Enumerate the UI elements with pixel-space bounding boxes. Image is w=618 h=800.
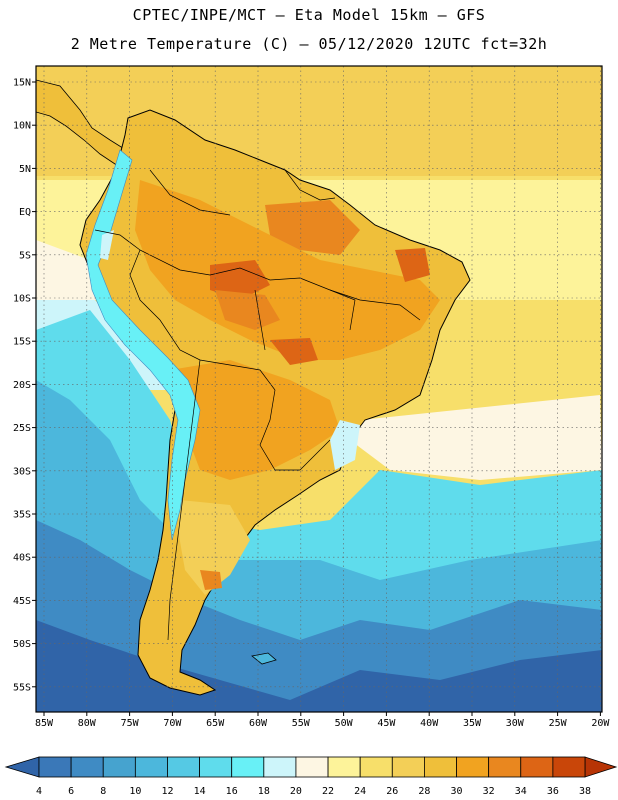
colorbar-tick-label: 14	[194, 786, 206, 797]
patagonia-mild-zone	[178, 500, 250, 595]
colorbar-tick-label: 12	[161, 786, 173, 797]
amazon-warm-zone	[135, 180, 440, 360]
colorbar-segment	[295, 756, 329, 778]
lon-label: 25W	[549, 718, 568, 729]
colorbar-tick-label: 28	[418, 786, 430, 797]
colorbar-low-arrow	[4, 756, 40, 778]
colorbar-segment	[102, 756, 136, 778]
lon-label: 60W	[249, 718, 268, 729]
colorbar-tick-label: 10	[129, 786, 141, 797]
colorbar-tick-label: 32	[483, 786, 495, 797]
latitude-labels: 15N 10N 5N EQ 5S 10S 15S 20S 25S 30S 35S 40S 45S 50S 5…	[13, 78, 36, 693]
lat-label: 20S	[13, 380, 31, 391]
colorbar-segment	[263, 756, 297, 778]
lon-label: 75W	[121, 718, 140, 729]
colorbar-tick-label: 6	[68, 786, 74, 797]
lon-label: 65W	[206, 718, 225, 729]
border-ecuador	[94, 229, 141, 251]
colorbar-tick-label: 18	[258, 786, 270, 797]
lat-label: 30S	[13, 466, 31, 477]
colorbar-segment	[552, 756, 586, 778]
border-guianas	[284, 169, 336, 201]
southern-brazil-cool-patch	[330, 420, 360, 470]
border-paraguay	[259, 389, 331, 471]
colorbar-segment	[327, 756, 361, 778]
lat-label: 25S	[13, 423, 31, 434]
lat-label: 5N	[19, 164, 31, 175]
colorbar-tick-label: 24	[354, 786, 366, 797]
lat-label: 35S	[13, 510, 31, 521]
longitude-labels: 85W 80W 75W 70W 65W 60W 55W 50W 45W 40W 35W 30W 25W 2…	[35, 712, 610, 729]
border-argentina-chile	[167, 359, 201, 641]
colorbar-segment	[167, 756, 200, 778]
lat-label: 45S	[13, 596, 31, 607]
lat-label: 55S	[13, 682, 31, 693]
lon-label: 20W	[591, 718, 610, 729]
lon-label: 30W	[506, 718, 525, 729]
lon-label: 50W	[335, 718, 354, 729]
lat-label: 50S	[13, 639, 31, 650]
map-title-line1: CPTEC/INPE/MCT – Eta Model 15km – GFS	[132, 6, 486, 24]
border-brazil-north	[139, 249, 356, 331]
colorbar-high-arrow	[584, 756, 618, 778]
colorbar-segment	[70, 756, 104, 778]
hotspot-north-brazil	[265, 200, 360, 255]
map-frame	[35, 65, 603, 713]
colorbar-tick-label: 34	[515, 786, 527, 797]
colorbar: 4 6 8 10 12 14 16 18 20 22 24 26 28 30 32 34 36 38	[4, 756, 618, 797]
map-title-line2: 2 Metre Temperature (C) – 05/12/2020 12U…	[70, 35, 548, 53]
andes-colder-patch	[100, 230, 114, 260]
colorbar-segment	[134, 756, 168, 778]
colorbar-tick-label: 36	[547, 786, 559, 797]
colorbar-tick-label: 4	[36, 786, 42, 797]
colorbar-segment	[488, 756, 522, 778]
andes-cold-strip	[85, 149, 201, 541]
colorbar-segment	[38, 756, 72, 778]
ocean-atlantic-warm-band	[350, 395, 602, 480]
border-peru-bolivia	[129, 249, 276, 391]
hotspot-northeast	[395, 248, 430, 282]
lat-label: 15N	[13, 78, 31, 89]
border-interior-1	[254, 289, 266, 351]
colorbar-tick-label: 30	[451, 786, 463, 797]
colorbar-tick-label: 38	[579, 786, 591, 797]
border-interior-2	[329, 289, 421, 321]
lon-label: 70W	[163, 718, 182, 729]
colorbar-tick-label: 26	[386, 786, 398, 797]
colorbar-segment	[359, 756, 393, 778]
map-plot-area	[36, 66, 602, 712]
hotspot-patagonia	[200, 570, 222, 590]
country-borders	[94, 169, 421, 641]
colorbar-tick-label: 22	[322, 786, 334, 797]
lat-label: 15S	[13, 337, 31, 348]
lat-label: 40S	[13, 553, 31, 564]
lon-label: 40W	[420, 718, 439, 729]
colorbar-segment	[391, 756, 425, 778]
lat-label: 10N	[13, 121, 31, 132]
lon-label: 80W	[78, 718, 97, 729]
lon-label: 55W	[292, 718, 311, 729]
chaco-warm-zone	[170, 360, 340, 480]
lat-label: 5S	[19, 250, 31, 261]
colorbar-segment	[424, 756, 457, 778]
colorbar-tick-label: 16	[226, 786, 238, 797]
colorbar-tick-label: 8	[100, 786, 106, 797]
hotspot-mato-grosso	[270, 338, 318, 365]
colorbar-segment	[199, 756, 233, 778]
hotspot-rondonia	[215, 290, 280, 330]
lat-label: EQ	[19, 207, 31, 218]
colorbar-segment	[231, 756, 265, 778]
lat-label: 10S	[13, 294, 31, 305]
lon-label: 45W	[377, 718, 396, 729]
lon-label: 35W	[463, 718, 482, 729]
colorbar-segment	[520, 756, 554, 778]
lon-label: 85W	[35, 718, 54, 729]
colorbar-tick-label: 20	[290, 786, 302, 797]
colorbar-segment	[456, 756, 490, 778]
border-colombia-venezuela	[149, 169, 231, 216]
